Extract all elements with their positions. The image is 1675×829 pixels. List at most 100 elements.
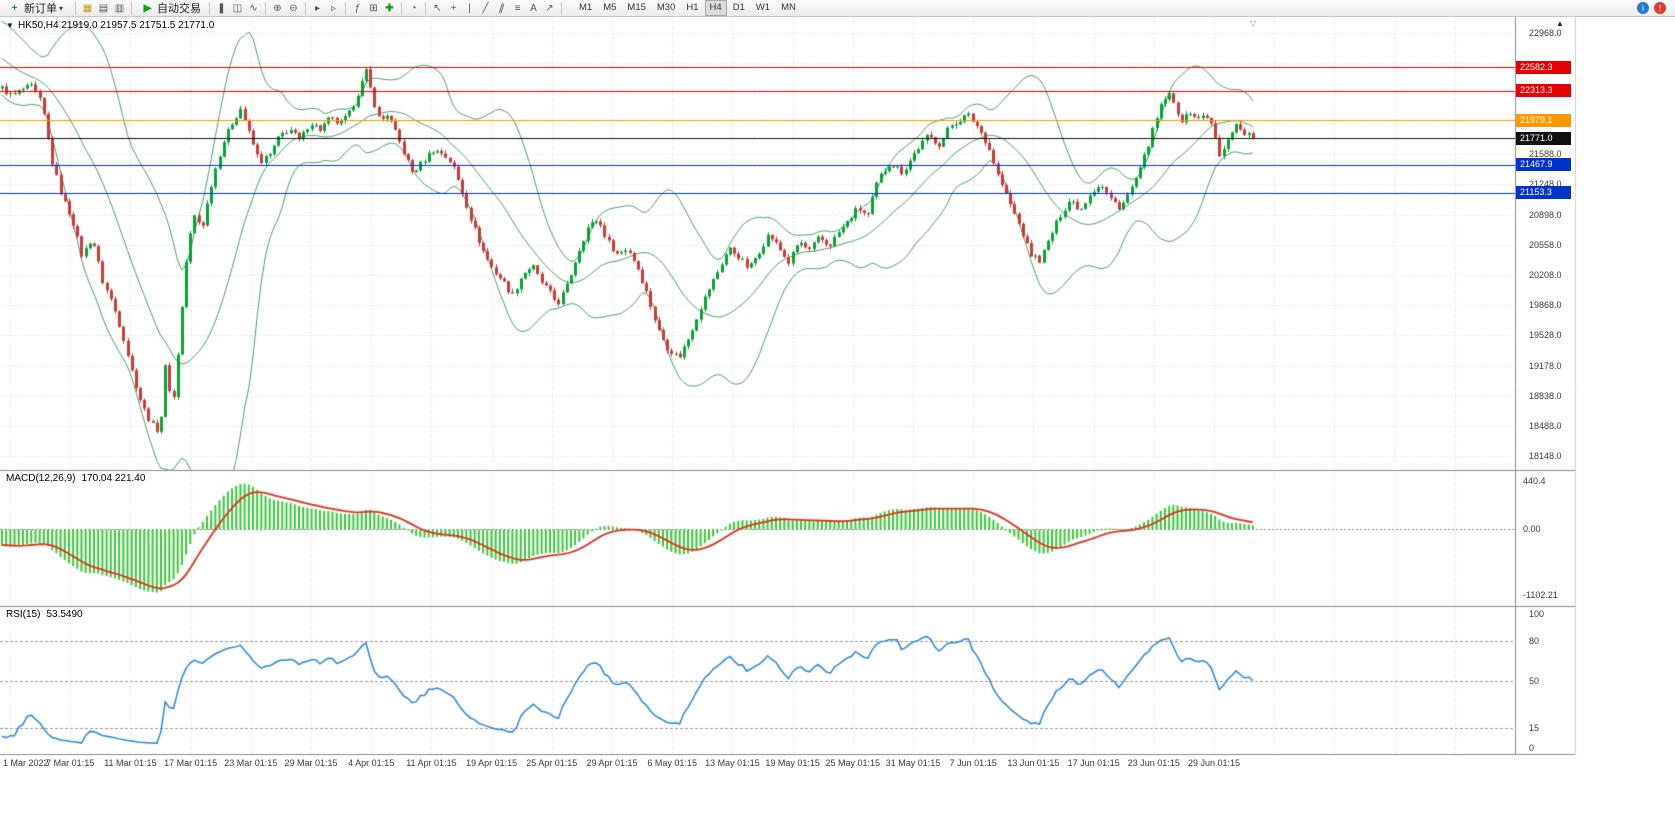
timeframe-toolbar: M1 M5 M15 M30 H1 H4 D1 W1 MN <box>574 0 801 16</box>
price-tag: 22582.3 <box>1516 60 1571 74</box>
time-label: 7 Jun 01:15 <box>949 758 997 768</box>
time-label: 17 Jun 01:15 <box>1067 758 1120 768</box>
time-label: 17 Mar 01:15 <box>164 758 218 768</box>
crosshair-icon[interactable]: + <box>450 2 457 14</box>
price-tick: 20208.0 <box>1529 270 1562 281</box>
toolbar-separator <box>345 2 346 14</box>
rsi-label: RSI(15) 53.5490 <box>6 609 83 620</box>
time-label: 25 Apr 01:15 <box>526 758 578 768</box>
macd-title: MACD(12,26,9) <box>6 473 76 484</box>
price-chart-canvas[interactable] <box>0 17 1675 772</box>
arrows-tool-icon[interactable]: ↗ <box>545 2 554 14</box>
price-tick: 19178.0 <box>1529 360 1562 371</box>
rsi-axis-label: 100 <box>1529 609 1545 619</box>
tile-windows-icon[interactable]: ⊞ <box>369 2 378 14</box>
symbol-info-line: HK50,H4 21919.0 21957.5 21751.5 21771.0 <box>18 20 215 31</box>
play-icon: ▶ <box>143 2 152 14</box>
time-label: 19 Apr 01:15 <box>466 758 518 768</box>
candlestick-chart-icon[interactable]: ◫ <box>232 2 243 14</box>
profiles-icon[interactable]: ▤ <box>98 2 109 14</box>
vertical-line-icon[interactable]: | <box>468 2 471 14</box>
price-tick: 19528.0 <box>1529 330 1562 341</box>
symbol-info-marker[interactable]: ▼ <box>6 21 14 30</box>
time-label: 11 Apr 01:15 <box>406 758 457 768</box>
data-window-icon[interactable]: ▥ <box>114 2 125 14</box>
alert-circle-icon[interactable]: ! <box>1654 2 1666 14</box>
plus-icon: + <box>11 2 18 14</box>
chart-shift-icon[interactable]: ▹ <box>330 2 337 14</box>
price-tag: 21771.0 <box>1516 131 1571 145</box>
time-label: 7 Mar 01:15 <box>46 758 95 768</box>
timeframe-mn[interactable]: MN <box>781 2 796 13</box>
rsi-axis-label: 50 <box>1529 676 1540 686</box>
chart-window-icon[interactable]: ▦ <box>82 2 93 14</box>
new-order-label: 新订单 <box>24 3 57 15</box>
timeframe-h4[interactable]: H4 <box>704 0 727 16</box>
price-tag: 21153.3 <box>1516 186 1571 200</box>
timeframe-m15[interactable]: M15 <box>627 2 646 13</box>
toolbar-separator <box>131 2 132 14</box>
price-tick: 21248.0 <box>1529 179 1562 190</box>
time-label: 11 Mar 01:15 <box>104 758 157 768</box>
toolbar-separator <box>425 2 426 14</box>
text-tool-icon[interactable]: A <box>530 2 537 14</box>
price-tick: 18488.0 <box>1529 421 1562 432</box>
toolbar-separator <box>305 2 306 14</box>
time-label: 25 May 01:15 <box>825 758 881 768</box>
timeframe-w1[interactable]: W1 <box>755 2 771 13</box>
channel-icon[interactable]: ∥ <box>497 1 506 15</box>
bar-chart-icon[interactable]: ❚ <box>217 2 226 14</box>
new-chart-icon[interactable]: ✚ <box>385 2 394 14</box>
toolbar-separator <box>209 2 210 14</box>
price-tick: 22968.0 <box>1529 28 1562 39</box>
timeframe-h1[interactable]: H1 <box>686 2 699 13</box>
zoom-in-icon[interactable]: ⊕ <box>273 2 282 14</box>
main-toolbar: + 新订单 ▾ ▦ ▤ ▥ ▶ 自动交易 ❚ ◫ ∿ ⊕ ⊖ ▸ ▹ ƒ ⊞ ✚… <box>0 0 1675 17</box>
timeframe-m1[interactable]: M1 <box>579 2 593 13</box>
rsi-value: 53.5490 <box>46 609 83 620</box>
timeframe-d1[interactable]: D1 <box>732 2 745 13</box>
chart-shift-marker[interactable]: ▽ <box>1250 19 1257 28</box>
timeframe-m5[interactable]: M5 <box>603 2 617 13</box>
caret-down-icon: ▾ <box>59 3 64 13</box>
time-label: 13 Jun 01:15 <box>1007 758 1060 768</box>
toolbar-separator <box>75 2 76 14</box>
time-label: 29 Apr 01:15 <box>586 758 638 768</box>
toolbar-separator <box>401 2 402 14</box>
macd-axis-label: 440.4 <box>1523 476 1546 486</box>
toolbar-right-icons: i ! <box>1637 2 1672 14</box>
timeframe-m30[interactable]: M30 <box>656 2 676 13</box>
time-label: 6 May 01:15 <box>647 758 697 768</box>
auto-scroll-icon[interactable]: ▸ <box>314 2 321 14</box>
time-label: 13 May 01:15 <box>705 758 760 768</box>
line-chart-icon[interactable]: ∿ <box>249 2 258 14</box>
macd-axis-label: 0.00 <box>1523 524 1541 535</box>
time-label: 4 Apr 01:15 <box>348 758 395 768</box>
time-label: 31 May 01:15 <box>885 758 941 768</box>
price-tag: 21467.9 <box>1516 158 1571 172</box>
price-tick: 18838.0 <box>1529 390 1562 401</box>
rsi-axis-label: 15 <box>1529 722 1540 733</box>
new-order-button[interactable]: + 新订单 ▾ <box>3 1 71 16</box>
clock-icon[interactable]: ◔ <box>410 2 417 14</box>
macd-axis-label: -1102.21 <box>1523 590 1558 600</box>
cursor-icon[interactable]: ↖ <box>433 2 442 14</box>
indicators-icon[interactable]: ƒ <box>354 2 361 14</box>
toolbar-separator <box>265 2 266 14</box>
fibonacci-icon[interactable]: ≡ <box>514 2 521 14</box>
macd-values: 170.04 221.40 <box>81 473 146 484</box>
help-circle-icon[interactable]: i <box>1637 2 1649 14</box>
price-tick: 20898.0 <box>1529 209 1562 220</box>
price-tick: 18148.0 <box>1529 451 1562 462</box>
time-label: 23 Mar 01:15 <box>224 758 278 768</box>
time-label: 29 Mar 01:15 <box>284 758 338 768</box>
time-label: 1 Mar 2022 <box>3 758 49 768</box>
rsi-axis-label: 0 <box>1529 743 1535 753</box>
autotrade-label: 自动交易 <box>157 3 201 15</box>
zoom-out-icon[interactable]: ⊖ <box>289 2 298 14</box>
trendline-icon[interactable]: ╱ <box>482 2 489 14</box>
autotrade-button[interactable]: ▶ 自动交易 <box>136 1 205 16</box>
macd-label: MACD(12,26,9) 170.04 221.40 <box>6 473 145 484</box>
time-label: 23 Jun 01:15 <box>1127 758 1180 768</box>
